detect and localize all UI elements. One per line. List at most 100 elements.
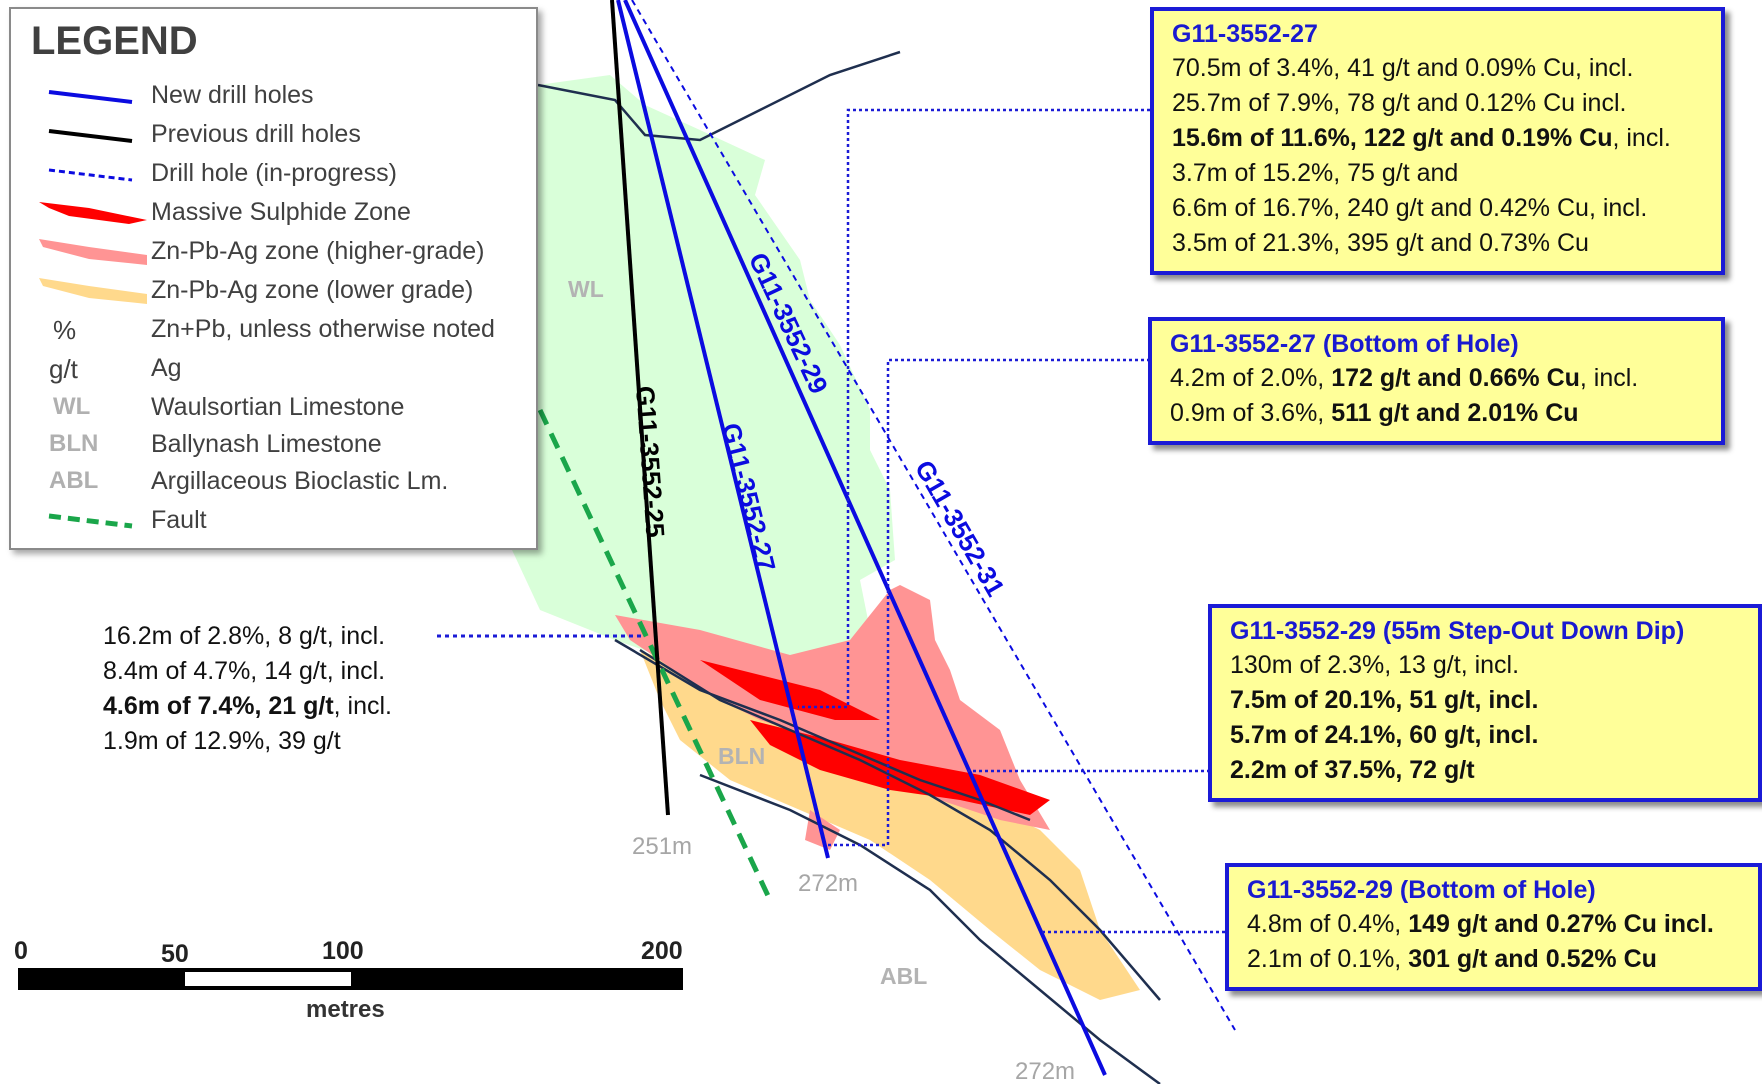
- legend-title: LEGEND: [31, 19, 198, 63]
- intercept-text-hole-25: 16.2m of 2.8%, 8 g/t, incl. 8.4m of 4.7%,…: [103, 619, 392, 759]
- result-segment: , incl.: [1579, 364, 1639, 392]
- result-segment: 172 g/t and 0.66% Cu: [1331, 364, 1580, 392]
- callout-title: G11-3552-29 (Bottom of Hole): [1247, 876, 1596, 904]
- result-line: 2.1m of 0.1%, 301 g/t and 0.52% Cu: [1247, 942, 1740, 977]
- callout-g11-3552-29: G11-3552-29 (55m Step-Out Down Dip) 130m…: [1208, 604, 1762, 802]
- result-line: 25.7m of 7.9%, 78 g/t and 0.12% Cu incl.: [1172, 86, 1703, 121]
- legend-panel: LEGEND New drill holes Previous drill ho…: [9, 7, 538, 550]
- callout-lines: 4.8m of 0.4%, 149 g/t and 0.27% Cu incl.…: [1247, 907, 1740, 977]
- result-line: 4.8m of 0.4%, 149 g/t and 0.27% Cu incl.: [1247, 907, 1740, 942]
- unit-label-bln: BLN: [718, 743, 766, 769]
- leader-27: [798, 108, 1150, 709]
- scale-unit-label: metres: [306, 996, 385, 1023]
- result-line: 15.6m of 11.6%, 122 g/t and 0.19% Cu, in…: [1172, 121, 1703, 156]
- callout-lines: 4.2m of 2.0%, 172 g/t and 0.66% Cu, incl…: [1170, 361, 1703, 431]
- in-progress-dashed-line-icon: [48, 168, 133, 182]
- result-segment: 15.6m of 11.6%, 122 g/t and 0.19% Cu: [1172, 124, 1613, 152]
- legend-item-previous-drill: Previous drill holes: [11, 116, 540, 152]
- scale-bar-white-segment: [185, 972, 351, 986]
- result-line: 70.5m of 3.4%, 41 g/t and 0.09% Cu, incl…: [1172, 51, 1703, 86]
- result-line: 4.2m of 2.0%, 172 g/t and 0.66% Cu, incl…: [1170, 361, 1703, 396]
- result-segment: 3.5m of 21.3%, 395 g/t and 0.73% Cu: [1172, 229, 1589, 257]
- callout-title: G11-3552-27: [1172, 20, 1318, 48]
- legend-item-new-drill: New drill holes: [11, 77, 540, 113]
- result-segment: 2.2m of 37.5%, 72 g/t: [1230, 756, 1475, 784]
- legend-item-wl: WL Waulsortian Limestone: [53, 393, 405, 421]
- new-drill-line-icon: [48, 90, 133, 104]
- result-segment: 4.8m of 0.4%,: [1247, 910, 1409, 938]
- result-segment: 70.5m of 3.4%, 41 g/t and 0.09% Cu, incl…: [1172, 54, 1634, 82]
- massive-sulphide-zone-upper: [700, 660, 880, 720]
- result-line: 5.7m of 24.1%, 60 g/t, incl.: [1230, 718, 1740, 753]
- previous-drill-line-icon: [48, 129, 133, 143]
- result-segment: 2.1m of 0.1%,: [1247, 945, 1409, 973]
- result-segment: 4.6m of 7.4%, 21 g/t: [103, 692, 334, 720]
- unit-label-abl: ABL: [880, 963, 928, 989]
- drill-hole-25-trace: [610, 0, 670, 816]
- result-line: 6.6m of 16.7%, 240 g/t and 0.42% Cu, inc…: [1172, 191, 1703, 226]
- callout-title: G11-3552-27 (Bottom of Hole): [1170, 330, 1519, 358]
- leader-27-boh: [825, 358, 1150, 847]
- upper-contact-line: [537, 50, 901, 142]
- fault-line: [537, 408, 773, 902]
- scale-tick-200: 200: [641, 937, 683, 965]
- result-line: 1.9m of 12.9%, 39 g/t: [103, 724, 392, 759]
- fault-dashed-line-icon: [48, 513, 133, 529]
- intercept-lines: 16.2m of 2.8%, 8 g/t, incl. 8.4m of 4.7%,…: [103, 619, 392, 759]
- massive-sulphide-swatch-icon: [39, 202, 147, 224]
- depth-label-29: 272m: [1015, 1058, 1076, 1085]
- result-line: 0.9m of 3.6%, 511 g/t and 2.01% Cu: [1170, 396, 1703, 431]
- callout-g11-3552-27: G11-3552-27 70.5m of 3.4%, 41 g/t and 0.…: [1150, 7, 1725, 275]
- result-segment: 8.4m of 4.7%, 14 g/t, incl.: [103, 657, 386, 685]
- higher-grade-swatch-icon: [39, 239, 147, 265]
- result-segment: 130m of 2.3%, 13 g/t, incl.: [1230, 651, 1520, 679]
- result-segment: 1.9m of 12.9%, 39 g/t: [103, 727, 341, 755]
- callout-title: G11-3552-29 (55m Step-Out Down Dip): [1230, 617, 1685, 645]
- legend-item-lower-grade: Zn-Pb-Ag zone (lower grade): [11, 272, 540, 308]
- scale-tick-0: 0: [14, 937, 28, 965]
- callout-lines: 130m of 2.3%, 13 g/t, incl. 7.5m of 20.1%…: [1230, 648, 1740, 788]
- result-segment: 6.6m of 16.7%, 240 g/t and 0.42% Cu, inc…: [1172, 194, 1648, 222]
- legend-item-massive-sulphide: Massive Sulphide Zone: [11, 194, 540, 230]
- result-segment: 0.9m of 3.6%,: [1170, 399, 1332, 427]
- result-segment: 511 g/t and 2.01% Cu: [1331, 399, 1579, 427]
- result-segment: 7.5m of 20.1%, 51 g/t, incl.: [1230, 686, 1539, 714]
- result-line: 130m of 2.3%, 13 g/t, incl.: [1230, 648, 1740, 683]
- result-segment: 16.2m of 2.8%, 8 g/t, incl.: [103, 622, 386, 650]
- legend-item-gpt: g/t Ag: [49, 354, 182, 384]
- result-line: 16.2m of 2.8%, 8 g/t, incl.: [103, 619, 392, 654]
- drill-hole-29-trace: [623, 0, 1107, 1076]
- callout-lines: 70.5m of 3.4%, 41 g/t and 0.09% Cu, incl…: [1172, 51, 1703, 261]
- lower-grade-swatch-icon: [39, 278, 147, 304]
- result-line: 8.4m of 4.7%, 14 g/t, incl.: [103, 654, 392, 689]
- depth-label-27: 272m: [798, 870, 859, 897]
- result-segment: 5.7m of 24.1%, 60 g/t, incl.: [1230, 721, 1539, 749]
- scale-tick-50: 50: [161, 940, 189, 968]
- result-segment: 4.2m of 2.0%,: [1170, 364, 1332, 392]
- legend-item-in-progress: Drill hole (in-progress): [11, 155, 540, 191]
- legend-item-abl: ABL Argillaceous Bioclastic Lm.: [49, 467, 449, 495]
- legend-item-percent: % Zn+Pb, unless otherwise noted: [53, 315, 495, 345]
- legend-item-fault: Fault: [11, 502, 540, 538]
- scale-tick-100: 100: [322, 937, 364, 965]
- drill-hole-31-trace: [631, 0, 1236, 1031]
- result-segment: 3.7m of 15.2%, 75 g/t and: [1172, 159, 1459, 187]
- callout-g11-3552-29-bottom: G11-3552-29 (Bottom of Hole) 4.8m of 0.4…: [1225, 863, 1762, 991]
- result-line: 4.6m of 7.4%, 21 g/t, incl.: [103, 689, 392, 724]
- result-line: 3.5m of 21.3%, 395 g/t and 0.73% Cu: [1172, 226, 1703, 261]
- result-segment: 25.7m of 7.9%, 78 g/t and 0.12% Cu incl.: [1172, 89, 1627, 117]
- legend-item-bln: BLN Ballynash Limestone: [49, 430, 382, 458]
- result-line: 2.2m of 37.5%, 72 g/t: [1230, 753, 1740, 788]
- drill-hole-27-trace: [616, 0, 830, 859]
- result-line: 7.5m of 20.1%, 51 g/t, incl.: [1230, 683, 1740, 718]
- bln-lower-contact: [639, 648, 1161, 1001]
- result-line: 3.7m of 15.2%, 75 g/t and: [1172, 156, 1703, 191]
- result-segment: 301 g/t and 0.52% Cu: [1408, 945, 1657, 973]
- legend-item-higher-grade: Zn-Pb-Ag zone (higher-grade): [11, 233, 540, 269]
- unit-label-wl: WL: [568, 276, 604, 302]
- abl-contact-line: [699, 773, 1161, 1084]
- result-segment: , incl.: [1612, 124, 1671, 152]
- waulsortian-limestone-zone: [450, 75, 895, 700]
- result-segment: 149 g/t and 0.27% Cu incl.: [1408, 910, 1714, 938]
